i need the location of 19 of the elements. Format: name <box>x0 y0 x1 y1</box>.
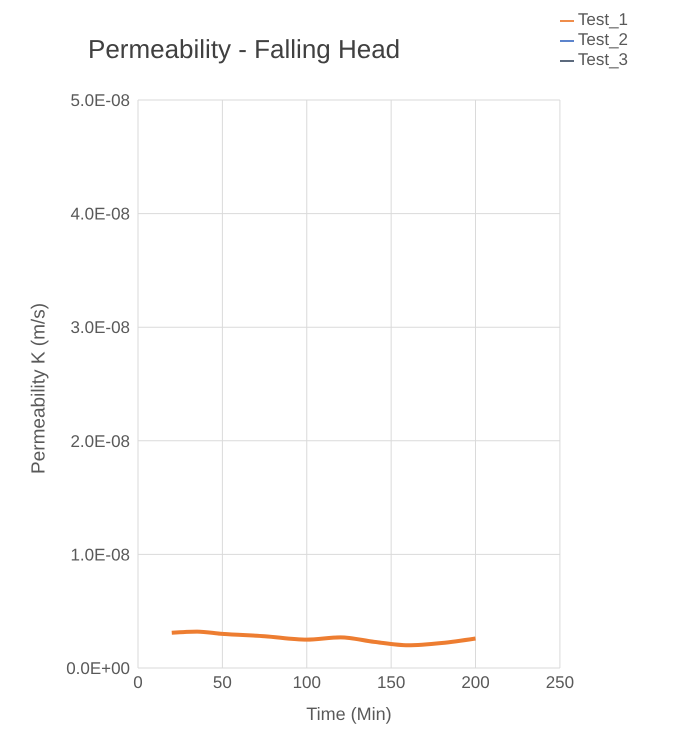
x-tick-label: 100 <box>292 673 321 692</box>
y-tick-label: 3.0E-08 <box>70 318 130 338</box>
x-tick-label: 50 <box>212 673 232 692</box>
x-tick-label: 0 <box>133 673 143 692</box>
y-tick-label: 4.0E-08 <box>70 204 130 224</box>
y-tick-label: 2.0E-08 <box>70 432 130 451</box>
y-axis-title: Permeability K (m/s) <box>28 302 50 474</box>
x-axis-title: Time (Min) <box>306 704 392 724</box>
x-tick-label: 150 <box>376 673 406 692</box>
x-tick-label: 200 <box>461 673 490 692</box>
line-series <box>170 630 478 648</box>
y-tick-label: 0.0E+00 <box>66 659 130 678</box>
y-tick-label: 1.0E-08 <box>70 545 130 564</box>
chart-title: Permeability - Falling Head <box>88 34 400 65</box>
x-tick-label: 250 <box>546 673 574 692</box>
legend-label: Test_1 <box>578 10 628 29</box>
y-tick-label: 5.0E-08 <box>70 91 130 110</box>
legend-label: Test_2 <box>578 30 628 49</box>
legend-label: Test_3 <box>578 50 628 69</box>
